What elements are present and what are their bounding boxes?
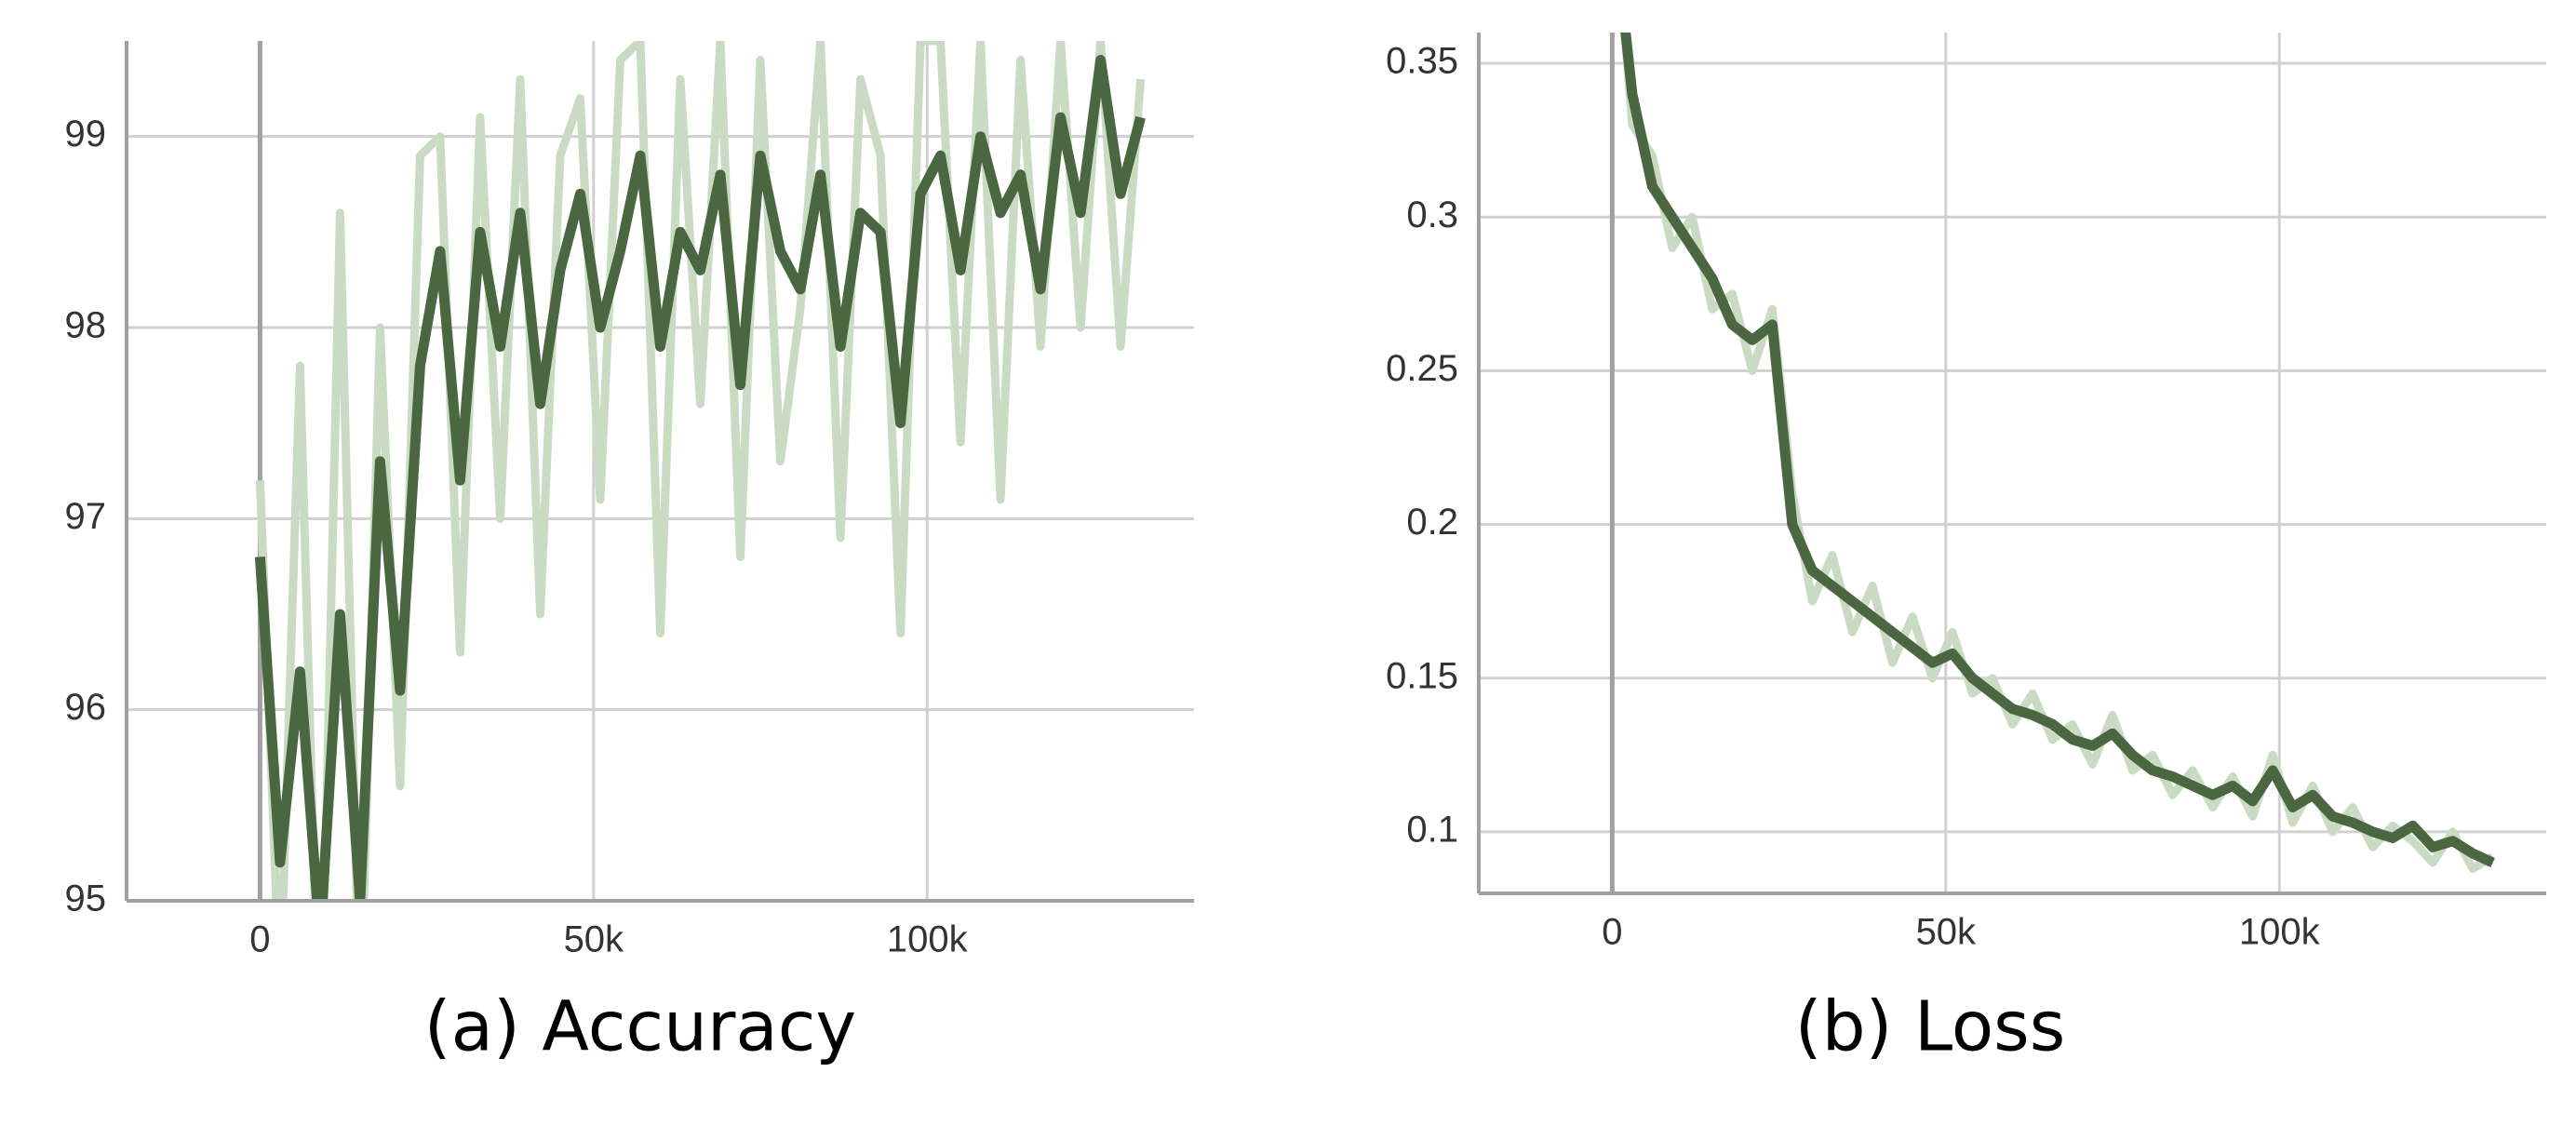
x-tick-label: 100k — [887, 919, 969, 960]
y-tick-label: 0.35 — [1386, 41, 1458, 82]
y-tick-label: 0.2 — [1406, 502, 1458, 543]
y-tick-label: 0.3 — [1406, 194, 1458, 235]
series-line — [1620, 33, 2495, 867]
y-tick-label: 99 — [65, 114, 107, 154]
y-tick-label: 0.1 — [1406, 809, 1458, 850]
plot-area — [254, 41, 1146, 901]
x-tick-label: 100k — [2239, 912, 2321, 953]
y-tick-label: 0.25 — [1386, 348, 1458, 389]
y-tick-label: 96 — [65, 687, 107, 728]
x-tick-label: 50k — [564, 919, 624, 960]
y-tick-label: 97 — [65, 496, 107, 537]
x-tick-label: 0 — [1602, 912, 1622, 953]
series-line — [254, 55, 1146, 901]
y-tick-label: 0.15 — [1386, 655, 1458, 696]
caption: (b) Loss — [1795, 987, 2066, 1067]
x-tick-label: 0 — [249, 919, 270, 960]
y-tick-label: 95 — [65, 878, 107, 919]
x-tick-label: 50k — [1916, 912, 1977, 953]
series-line — [1620, 33, 2495, 874]
caption: (a) Accuracy — [424, 987, 856, 1067]
chart: 0.1 0.15 0.2 0.25 0.3 0.35 0 50k 100k (b) Loss — [1386, 33, 2546, 1067]
y-tick-label: 98 — [65, 305, 107, 346]
plot-area — [1620, 33, 2495, 874]
chart: 95 96 97 98 99 0 50k 100k (a) Accuracy — [65, 41, 1194, 1067]
